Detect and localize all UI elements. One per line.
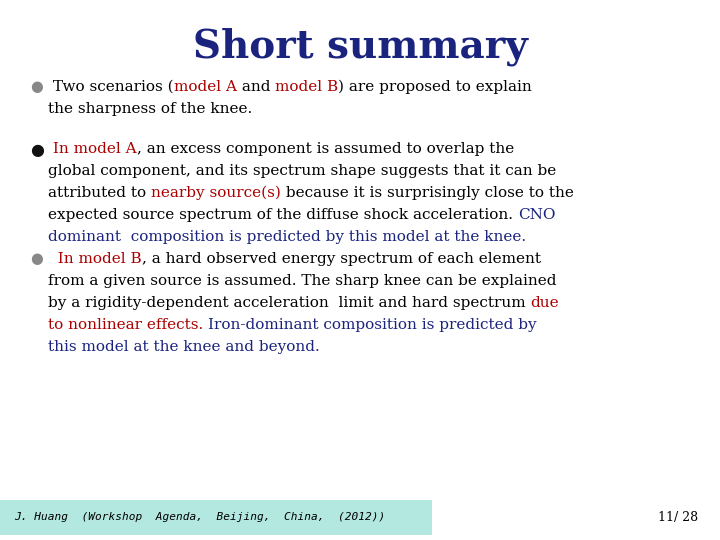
Text: this model at the knee and beyond.: this model at the knee and beyond. bbox=[48, 340, 320, 354]
Text: nearby source(s): nearby source(s) bbox=[151, 186, 281, 200]
Text: CNO: CNO bbox=[518, 208, 555, 222]
Bar bbox=[0, 500, 432, 535]
Text: to nonlinear effects.: to nonlinear effects. bbox=[48, 318, 208, 332]
Text: ●: ● bbox=[30, 252, 42, 266]
Text: global component, and its spectrum shape suggests that it can be: global component, and its spectrum shape… bbox=[48, 164, 557, 178]
Text: from a given source is assumed. The sharp knee can be explained: from a given source is assumed. The shar… bbox=[48, 274, 557, 288]
Text: because it is surprisingly close to the: because it is surprisingly close to the bbox=[281, 186, 574, 200]
Text: and: and bbox=[237, 80, 275, 94]
Text: expected source spectrum of the diffuse shock acceleration.: expected source spectrum of the diffuse … bbox=[48, 208, 518, 222]
Text: Two scenarios (: Two scenarios ( bbox=[48, 80, 174, 94]
Text: ) are proposed to explain: ) are proposed to explain bbox=[338, 80, 532, 94]
Text: due: due bbox=[531, 296, 559, 310]
Text: In model A: In model A bbox=[48, 142, 137, 156]
Text: dominant  composition is predicted by this model at the knee.: dominant composition is predicted by thi… bbox=[48, 230, 526, 244]
Text: by a rigidity-dependent acceleration  limit and hard spectrum: by a rigidity-dependent acceleration lim… bbox=[48, 296, 531, 310]
Text: , a hard observed energy spectrum of each element: , a hard observed energy spectrum of eac… bbox=[142, 252, 541, 266]
Text: ●: ● bbox=[30, 142, 44, 159]
Text: , an excess component is assumed to overlap the: , an excess component is assumed to over… bbox=[137, 142, 514, 156]
Text: In model B: In model B bbox=[48, 252, 142, 266]
Text: the sharpness of the knee.: the sharpness of the knee. bbox=[48, 102, 252, 116]
Text: Iron-dominant composition is predicted by: Iron-dominant composition is predicted b… bbox=[208, 318, 536, 332]
Text: ●: ● bbox=[30, 80, 42, 94]
Text: Short summary: Short summary bbox=[192, 28, 528, 66]
Text: attributed to: attributed to bbox=[48, 186, 151, 200]
Text: J. Huang  (Workshop  Agenda,  Beijing,  China,  (2012)): J. Huang (Workshop Agenda, Beijing, Chin… bbox=[14, 512, 386, 523]
Text: model B: model B bbox=[275, 80, 338, 94]
Text: 11/ 28: 11/ 28 bbox=[658, 511, 698, 524]
Text: model A: model A bbox=[174, 80, 237, 94]
